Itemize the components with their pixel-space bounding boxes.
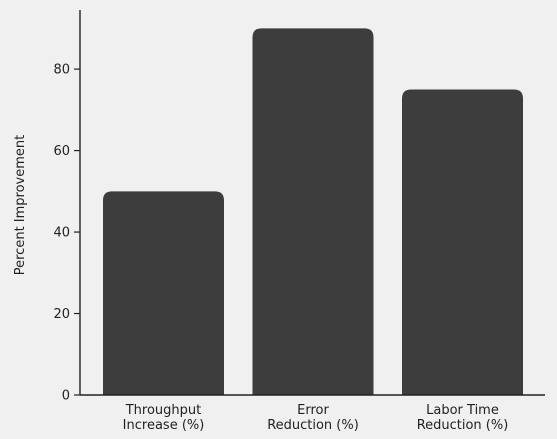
- x-categories-layer: Throughput Increase (%) Error Reduction (%)…: [123, 403, 509, 433]
- bar-0: [103, 191, 224, 395]
- y-axis-title: Percent Improvement: [13, 135, 28, 276]
- y-ticks-layer: 0 20 40 60 80: [53, 63, 80, 404]
- bar-1: [252, 28, 374, 396]
- y-tick-label-0: 0: [62, 389, 70, 404]
- bars-layer: [103, 28, 523, 396]
- y-tick-label-2: 40: [53, 226, 70, 241]
- x-category-label-1: Error Reduction (%): [267, 403, 359, 433]
- axes-layer: [79, 10, 545, 396]
- y-tick-label-4: 80: [53, 63, 70, 78]
- y-tick-label-3: 60: [53, 144, 70, 159]
- bar-2: [402, 89, 523, 395]
- y-tick-label-1: 20: [53, 307, 70, 322]
- x-category-label-2: Labor Time Reduction (%): [417, 403, 509, 433]
- x-category-label-0: Throughput Increase (%): [123, 403, 205, 433]
